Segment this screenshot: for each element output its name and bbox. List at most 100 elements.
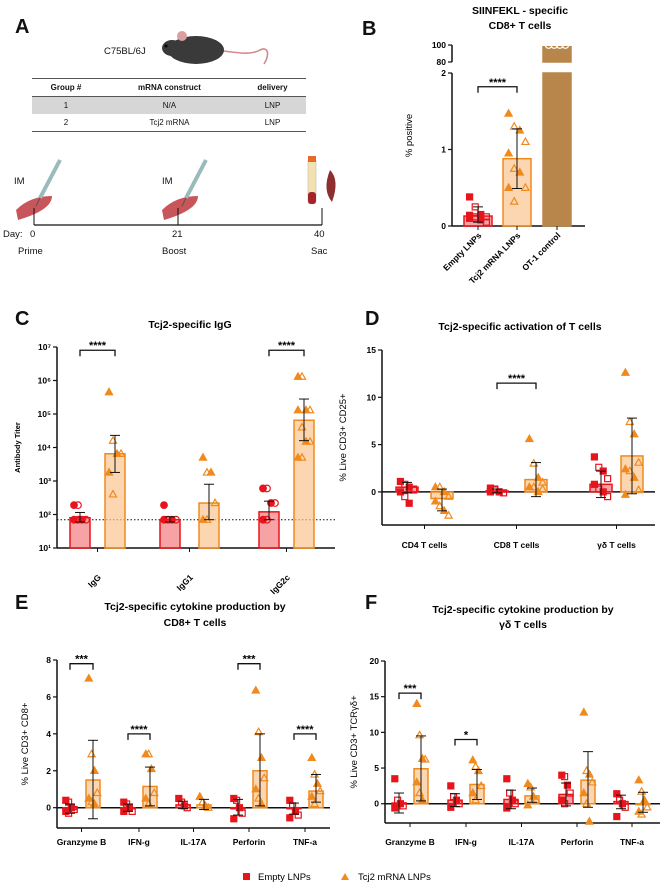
data-point [420, 754, 430, 763]
data-point [633, 484, 644, 494]
bar-group-empty [485, 484, 509, 497]
x-tick-label: CD8 T cells [494, 540, 540, 550]
table-row: 2 Tcj2 mRNA LNP [32, 114, 306, 132]
significance-bracket [268, 349, 305, 357]
y-axis-label: Antibody Titer [13, 422, 22, 473]
x-tick-label: IgG2c [268, 572, 292, 596]
data-point [443, 510, 454, 519]
data-point [560, 773, 569, 781]
y-tick-label: 10² [39, 510, 51, 520]
data-point [587, 777, 597, 786]
day-label: Day: [3, 229, 23, 240]
data-point [401, 493, 409, 501]
significance-bracket [237, 663, 261, 670]
data-point [146, 763, 157, 773]
data-point [503, 108, 514, 117]
data-point [230, 815, 238, 823]
y-tick-label: 15 [370, 692, 380, 702]
data-point [579, 788, 589, 797]
data-point [294, 811, 302, 819]
data-point [305, 405, 315, 414]
legend: Empty LNPs Tcj2 mRNA LNPs [243, 872, 431, 883]
bar-group-empty [62, 796, 78, 817]
y-axis-label: % Live CD3+ CD8+ [20, 702, 31, 785]
data-point [468, 788, 478, 797]
table-header: Group # [32, 78, 100, 97]
data-point [251, 784, 261, 793]
significance-label: **** [508, 373, 526, 385]
data-point [82, 515, 90, 524]
bar-group-tcj2 [251, 685, 269, 809]
bar-group-tcj2 [412, 698, 430, 805]
timepoint-day: 0 [30, 229, 36, 240]
significance-bracket [127, 733, 151, 740]
y-tick-label: 1 [441, 145, 446, 155]
table-cell: 1 [32, 96, 100, 114]
y-tick-label: 5 [374, 763, 379, 773]
data-point [503, 804, 511, 812]
y-tick-label: 10³ [39, 476, 51, 486]
y-tick-label: 5 [371, 440, 376, 450]
x-tick-label: IL-17A [509, 837, 535, 847]
bar-group-tcj2 [198, 452, 220, 549]
data-point [509, 121, 519, 130]
data-point [86, 749, 97, 758]
x-tick-label: IgG [86, 572, 103, 589]
bar-group-tcj2 [104, 387, 126, 549]
y-tick-label: 100 [432, 40, 446, 50]
data-point [297, 452, 307, 461]
data-point [391, 804, 399, 812]
bar-group-tcj2 [293, 371, 315, 549]
significance-label: *** [75, 654, 89, 666]
data-point [92, 787, 102, 797]
data-point [636, 786, 647, 795]
timeline [16, 156, 336, 226]
bar-group-empty [175, 794, 191, 812]
y-tick-label: 0 [374, 799, 379, 809]
data-point [634, 775, 644, 784]
data-point [293, 405, 303, 414]
chart-title: Tcj2-specific IgG [148, 319, 231, 331]
bar-group-tcj2 [579, 707, 597, 825]
y-axis-label: % Live CD3+ TCRγδ+ [349, 695, 360, 789]
x-tick-label: IFN-g [128, 837, 150, 847]
bar-group-empty [258, 484, 280, 549]
data-point [550, 41, 559, 49]
bar-group-empty [159, 501, 181, 549]
data-point [447, 782, 455, 790]
data-point [515, 125, 525, 134]
y-tick-label: 10⁵ [38, 409, 51, 419]
data-point [525, 782, 536, 791]
significance-label: **** [296, 724, 314, 736]
data-point [603, 475, 612, 483]
legend-label: Tcj2 mRNA LNPs [358, 872, 431, 883]
significance-label: **** [130, 724, 148, 736]
route-label: IM [162, 176, 173, 187]
chart-title: γδ T cells [499, 619, 547, 631]
chart-title: CD8+ T cells [489, 20, 552, 32]
data-point [309, 769, 320, 778]
bar [542, 72, 572, 227]
bar-group-empty [613, 790, 629, 821]
significance-label: * [464, 730, 469, 742]
data-point [233, 796, 241, 804]
y-tick-label: 15 [367, 345, 377, 355]
data-point [84, 673, 94, 682]
panel-label-d: D [365, 308, 380, 330]
y-tick-label: 20 [370, 656, 380, 666]
data-point [391, 775, 399, 783]
bar [542, 45, 572, 63]
data-point [524, 433, 535, 443]
y-tick-label: 8 [46, 655, 51, 665]
mouse-icon [162, 31, 269, 65]
significance-bracket [496, 382, 537, 390]
data-point [263, 484, 271, 493]
y-tick-label: 0 [441, 221, 446, 231]
data-point [412, 698, 422, 708]
bar-group-empty [230, 794, 246, 823]
data-point [523, 800, 533, 809]
bar-group-tcj2 [634, 775, 652, 818]
